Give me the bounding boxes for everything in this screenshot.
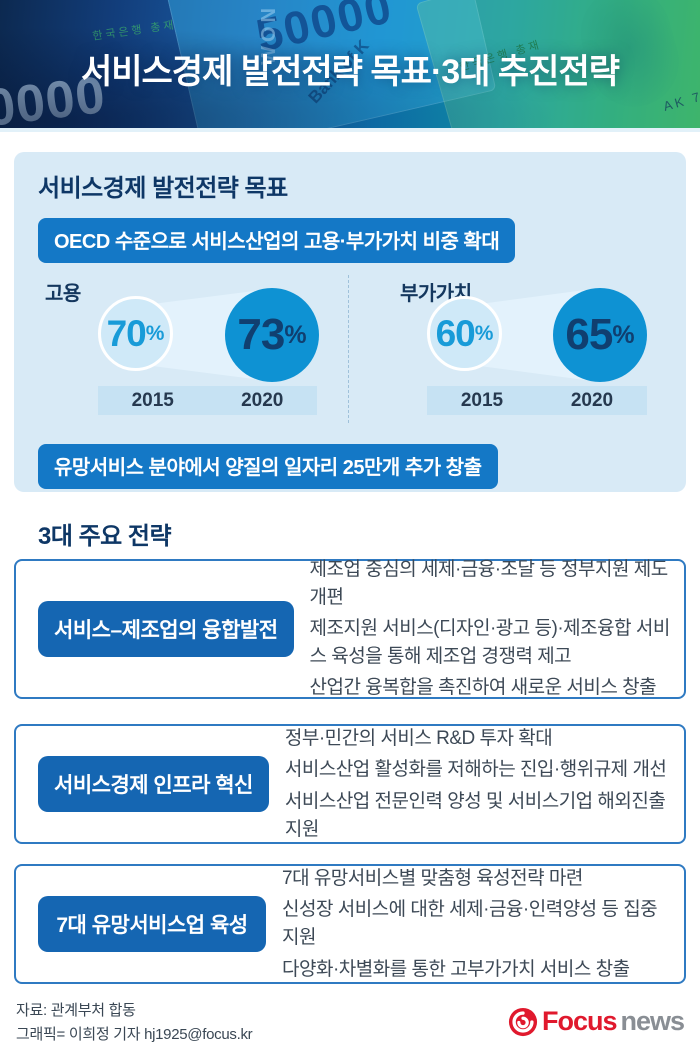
- goal-section-title: 서비스경제 발전전략 목표: [38, 175, 288, 202]
- employment-2015-circle: 70%: [98, 296, 173, 371]
- graphic-credit: 그래픽= 이희정 기자 hj1925@focus.kr: [16, 1026, 253, 1043]
- bullet-item: 제조지원 서비스(디자인·광고 등)·제조융합 서비스 육성을 통해 제조업 경…: [309, 618, 671, 667]
- source-credit: 자료: 관계부처 합동: [16, 1002, 136, 1019]
- employment-2015-value: 70: [106, 312, 147, 354]
- bullet-item: 서비스산업 전문인력 양성 및 서비스기업 해외진출 지원: [284, 791, 666, 840]
- employment-2020-value: 73: [237, 310, 285, 359]
- bullet-item: 다양화·차별화를 통한 고부가가치 서비스 창출: [282, 958, 630, 980]
- bullet-item: 서비스산업 활성화를 저해하는 진입·행위규제 개선: [284, 759, 667, 781]
- jobs-statement-box: 유망서비스 분야에서 양질의 일자리 25만개 추가 창출: [38, 444, 498, 489]
- strategy-1-label: 서비스–제조업의 융합발전: [38, 601, 294, 657]
- strategy-box-infrastructure-innovation: 서비스경제 인프라 혁신 정부·민간의 서비스 R&D 투자 확대 서비스산업 …: [14, 724, 686, 844]
- goal-panel: 서비스경제 발전전략 목표 OECD 수준으로 서비스산업의 고용·부가가치 비…: [14, 152, 686, 492]
- value-added-2015-unit: %: [474, 321, 494, 345]
- bullet-item: 7대 유망서비스별 맞춤형 육성전략 마련: [282, 867, 583, 889]
- focus-news-logo: Focus news: [508, 1006, 685, 1037]
- strategy-box-promising-services: 7대 유망서비스업 육성 7대 유망서비스별 맞춤형 육성전략 마련 신성장 서…: [14, 864, 686, 984]
- strategy-1-bullets: 제조업 중심의 세제·금융·조달 등 정부지원 제도 개편 제조지원 서비스(디…: [310, 552, 672, 706]
- page-title: 서비스경제 발전전략 목표·3대 추진전략: [80, 53, 620, 91]
- strategy-3-label: 7대 유망서비스업 육성: [38, 896, 266, 952]
- strategy-box-manufacturing-convergence: 서비스–제조업의 융합발전 제조업 중심의 세제·금융·조달 등 정부지원 제도…: [14, 559, 686, 699]
- bullet-item: 제조업 중심의 세제·금융·조달 등 정부지원 제도 개편: [309, 559, 669, 608]
- bullet-item: 신성장 서비스에 대한 세제·금융·인력양성 등 집중 지원: [282, 899, 658, 948]
- logo-news-text: news: [620, 1006, 685, 1036]
- value-added-years-bar: 2015 2020: [427, 386, 647, 415]
- strategies-section-title: 3대 주요 전략: [38, 523, 172, 550]
- employment-2015-unit: %: [145, 321, 165, 345]
- value-added-2015-circle: 60%: [427, 296, 502, 371]
- employment-years-bar: 2015 2020: [98, 386, 317, 415]
- logo-focus-text: Focus: [541, 1006, 618, 1036]
- goal-charts: 고용 70% 73% 2015 2020 부가가치 60% 65% 2015 2…: [38, 275, 662, 425]
- footer: 자료: 관계부처 합동 그래픽= 이희정 기자 hj1925@focus.kr …: [16, 996, 685, 1047]
- header-bottom-strip: [0, 128, 700, 132]
- goal-statement-box: OECD 수준으로 서비스산업의 고용·부가가치 비중 확대: [38, 218, 516, 263]
- value-added-2020-unit: %: [612, 320, 635, 349]
- strategy-3-bullets: 7대 유망서비스별 맞춤형 육성전략 마련 신성장 서비스에 대한 세제·금융·…: [282, 861, 672, 987]
- chart-label-employment: 고용: [45, 283, 81, 305]
- value-added-year-2015: 2015: [460, 389, 504, 411]
- bullet-item: 산업간 융복합을 촉진하여 새로운 서비스 창출: [309, 677, 657, 699]
- strategy-2-bullets: 정부·민간의 서비스 R&D 투자 확대 서비스산업 활성화를 저해하는 진입·…: [285, 721, 672, 847]
- chart-divider-dashed: [348, 275, 349, 423]
- header-shade-overlay: [0, 0, 700, 128]
- header-banner: 50000 Bank of K 한국은행 총재 AK 7210 0000 WON…: [0, 0, 700, 128]
- employment-year-2015: 2015: [131, 389, 174, 411]
- value-added-year-2020: 2020: [570, 389, 614, 411]
- focus-news-swirl-icon: [508, 1007, 538, 1036]
- strategy-2-label: 서비스경제 인프라 혁신: [38, 756, 269, 812]
- employment-2020-circle: 73%: [225, 288, 319, 382]
- value-added-2020-value: 65: [565, 310, 613, 359]
- value-added-2015-value: 60: [435, 312, 476, 354]
- credits: 자료: 관계부처 합동 그래픽= 이희정 기자 hj1925@focus.kr: [16, 996, 253, 1047]
- employment-2020-unit: %: [284, 320, 307, 349]
- value-added-2020-circle: 65%: [553, 288, 647, 382]
- bullet-item: 정부·민간의 서비스 R&D 투자 확대: [284, 727, 553, 749]
- employment-year-2020: 2020: [241, 389, 284, 411]
